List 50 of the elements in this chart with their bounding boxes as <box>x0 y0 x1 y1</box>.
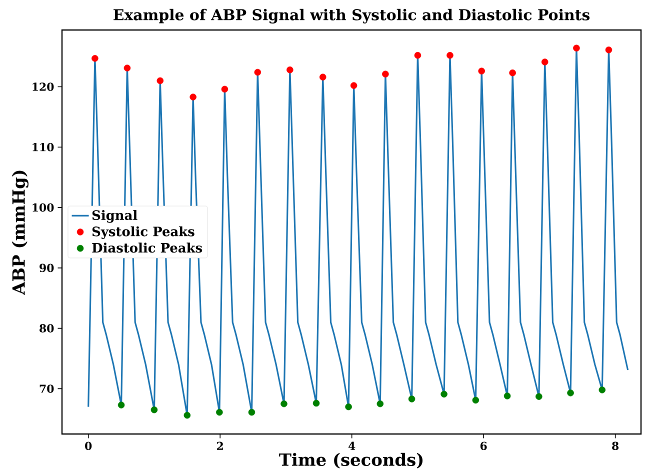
point <box>156 77 164 84</box>
point <box>472 396 480 404</box>
y-tick-label: 90 <box>40 264 54 272</box>
point <box>478 68 485 74</box>
point <box>440 390 448 398</box>
point <box>216 408 223 416</box>
point <box>541 58 548 66</box>
y-axis-title: ABP (mmHg) <box>12 170 28 296</box>
point <box>382 70 389 78</box>
point <box>286 66 294 74</box>
point <box>345 403 352 410</box>
point <box>605 46 612 54</box>
point <box>414 52 422 59</box>
chart-title: Example of ABP Signal with Systolic and Diastolic Points <box>114 8 590 24</box>
point <box>509 69 516 76</box>
point <box>319 74 326 80</box>
point <box>350 82 358 89</box>
point <box>598 386 606 394</box>
x-axis-title: Time (seconds) <box>279 452 423 468</box>
point <box>446 52 454 59</box>
point <box>536 393 542 400</box>
legend-label: Diastolic Peaks <box>92 242 202 253</box>
point <box>221 86 228 93</box>
point <box>376 400 384 408</box>
y-tick-label: 70 <box>40 384 54 393</box>
point <box>280 400 288 408</box>
y-tick-label: 100 <box>32 203 54 212</box>
legend-label: Signal <box>92 210 138 223</box>
y-tick-label: 110 <box>32 143 54 152</box>
x-tick-label: 0 <box>85 442 92 450</box>
x-tick-label: 2 <box>217 442 223 450</box>
point <box>118 402 125 408</box>
point <box>92 54 98 62</box>
y-tick-label: 120 <box>32 82 54 91</box>
x-tick-label: 8 <box>612 442 619 450</box>
y-tick-label: 80 <box>40 324 54 332</box>
point <box>504 392 511 400</box>
point <box>190 94 196 100</box>
point <box>408 396 416 402</box>
point <box>248 408 256 416</box>
x-tick-label: 6 <box>480 442 487 450</box>
point <box>312 400 320 407</box>
point <box>124 64 131 72</box>
point <box>150 406 158 414</box>
point <box>254 68 262 76</box>
point <box>567 390 574 396</box>
point <box>184 412 191 419</box>
legend-label: Systolic Peaks <box>92 226 194 240</box>
point <box>573 44 580 52</box>
x-tick-label: 4 <box>348 442 356 450</box>
